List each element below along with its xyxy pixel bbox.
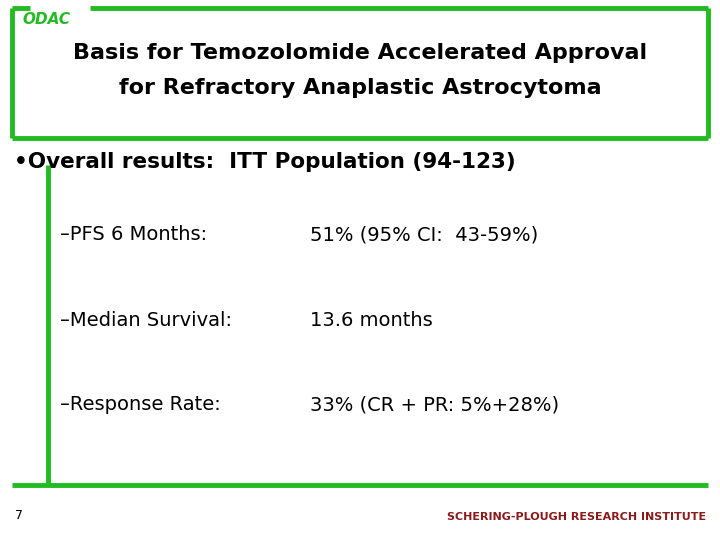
Text: 51% (95% CI:  43-59%): 51% (95% CI: 43-59%) [310,226,539,245]
Text: ODAC: ODAC [22,12,70,27]
Text: –Response Rate:: –Response Rate: [60,395,221,415]
Text: –Median Survival:: –Median Survival: [60,310,232,329]
Text: for Refractory Anaplastic Astrocytoma: for Refractory Anaplastic Astrocytoma [119,78,601,98]
Text: Basis for Temozolomide Accelerated Approval: Basis for Temozolomide Accelerated Appro… [73,43,647,63]
Text: –PFS 6 Months:: –PFS 6 Months: [60,226,207,245]
Text: 7: 7 [15,509,23,522]
Text: 33% (CR + PR: 5%+28%): 33% (CR + PR: 5%+28%) [310,395,559,415]
Text: 13.6 months: 13.6 months [310,310,433,329]
Text: SCHERING-PLOUGH RESEARCH INSTITUTE: SCHERING-PLOUGH RESEARCH INSTITUTE [447,512,706,522]
Text: •Overall results:  ITT Population (94-123): •Overall results: ITT Population (94-123… [14,152,516,172]
